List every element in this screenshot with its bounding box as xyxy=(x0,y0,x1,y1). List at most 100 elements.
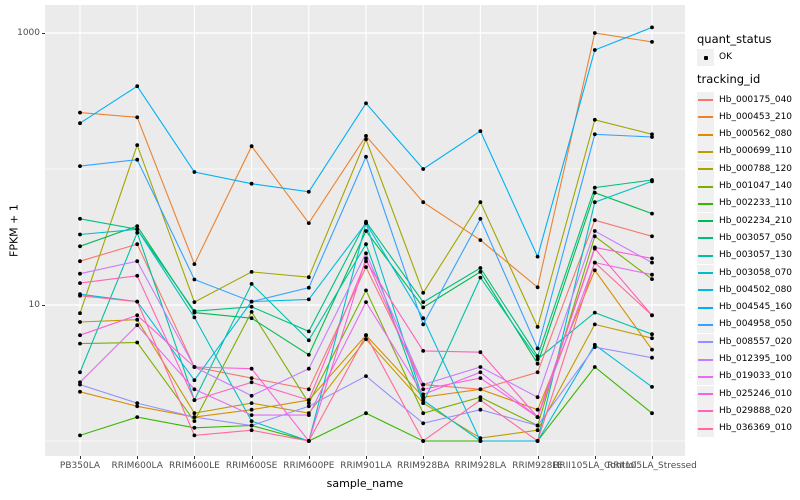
data-point xyxy=(478,238,483,243)
data-point xyxy=(650,260,654,265)
data-point xyxy=(478,376,483,380)
data-point xyxy=(478,387,483,392)
data-point xyxy=(306,221,311,226)
data-point xyxy=(249,366,254,371)
data-point xyxy=(592,260,597,265)
data-point xyxy=(78,232,82,237)
data-point xyxy=(306,439,311,443)
data-point xyxy=(535,415,540,419)
legend-key-Hb_002233_110 xyxy=(697,195,714,213)
y-tick-mark xyxy=(42,304,45,306)
series-color-line-icon xyxy=(698,133,713,136)
data-point xyxy=(135,415,140,419)
data-point xyxy=(478,398,483,402)
data-point xyxy=(249,270,254,274)
x-tick-label: RRIM901LA xyxy=(340,461,392,471)
data-point xyxy=(535,346,540,351)
data-point xyxy=(592,268,597,273)
data-point xyxy=(592,322,597,327)
data-point xyxy=(192,433,197,438)
data-point xyxy=(364,154,368,159)
data-point xyxy=(650,234,654,239)
x-tick-label: RRIM600PE xyxy=(283,461,335,471)
data-point xyxy=(592,132,597,137)
data-point xyxy=(135,84,140,89)
series-color-line-icon xyxy=(698,272,713,274)
data-point xyxy=(306,404,311,409)
series-color-line-icon xyxy=(698,341,713,344)
data-point xyxy=(135,317,140,322)
data-point xyxy=(78,320,82,324)
data-point xyxy=(592,48,597,52)
data-point xyxy=(78,433,82,438)
data-point xyxy=(192,300,197,304)
data-point xyxy=(592,234,597,239)
legend-label-Hb_019033_010: Hb_019033_010 xyxy=(719,371,793,382)
data-point xyxy=(306,329,311,334)
x-tick-mark xyxy=(308,456,310,459)
data-point xyxy=(650,272,654,277)
data-point xyxy=(249,376,254,380)
x-tick-label: RRII105LA_Control xyxy=(553,461,637,471)
y-tick-mark xyxy=(42,32,45,34)
x-tick-mark xyxy=(251,456,253,459)
legend-label-Hb_002233_110: Hb_002233_110 xyxy=(719,198,793,209)
data-point xyxy=(135,323,140,328)
data-point xyxy=(421,411,426,416)
data-point xyxy=(192,398,197,402)
data-point xyxy=(249,310,254,314)
data-point xyxy=(421,300,426,304)
data-point xyxy=(421,200,426,205)
data-point xyxy=(592,31,597,35)
data-point xyxy=(249,304,254,309)
data-point xyxy=(478,200,483,205)
data-point xyxy=(592,218,597,223)
series-color-line-icon xyxy=(698,150,713,153)
data-point xyxy=(478,395,483,400)
x-tick-label: RRIM928LE xyxy=(512,461,563,471)
data-point xyxy=(192,411,197,416)
series-color-line-icon xyxy=(698,410,713,413)
legend-key-Hb_000175_040 xyxy=(697,91,714,109)
legend-label-Hb_001047_140: Hb_001047_140 xyxy=(719,181,793,191)
data-point xyxy=(650,385,654,389)
data-point xyxy=(192,365,197,369)
series-color-line-icon xyxy=(698,168,713,171)
x-tick-mark xyxy=(366,456,367,459)
series-color-line-icon xyxy=(698,220,713,223)
x-tick-label: RRIM600SE xyxy=(225,461,278,471)
data-point xyxy=(478,350,483,355)
series-color-line-icon xyxy=(698,116,713,119)
data-point xyxy=(249,144,254,149)
data-point xyxy=(478,270,483,274)
data-point xyxy=(364,337,368,342)
data-point xyxy=(421,401,426,405)
data-point xyxy=(421,387,426,392)
data-point xyxy=(478,407,483,412)
data-point xyxy=(306,275,311,280)
legend-label-Hb_003058_070: Hb_003058_070 xyxy=(719,267,793,278)
legend-label-Hb_029888_020: Hb_029888_020 xyxy=(719,405,793,416)
data-point xyxy=(192,309,197,314)
data-point xyxy=(135,143,140,148)
data-point xyxy=(592,117,597,122)
data-point xyxy=(592,365,597,369)
x-tick-mark xyxy=(80,456,81,459)
x-tick-label: RRIM600LE xyxy=(168,461,220,471)
series-color-line-icon xyxy=(698,427,713,430)
data-point xyxy=(650,336,654,341)
data-point xyxy=(192,315,197,320)
data-point xyxy=(306,413,311,417)
data-point xyxy=(364,259,368,264)
series-color-line-icon xyxy=(698,323,713,326)
legend-label-Hb_002234_210: Hb_002234_210 xyxy=(719,215,793,226)
data-point xyxy=(592,185,597,190)
series-color-line-icon xyxy=(698,358,713,361)
data-point xyxy=(364,300,368,304)
data-point xyxy=(364,101,368,106)
data-point xyxy=(135,224,140,229)
data-point xyxy=(306,352,311,357)
legend-key-Hb_002234_210 xyxy=(697,212,714,230)
y-tick-label: 10 xyxy=(28,299,40,310)
